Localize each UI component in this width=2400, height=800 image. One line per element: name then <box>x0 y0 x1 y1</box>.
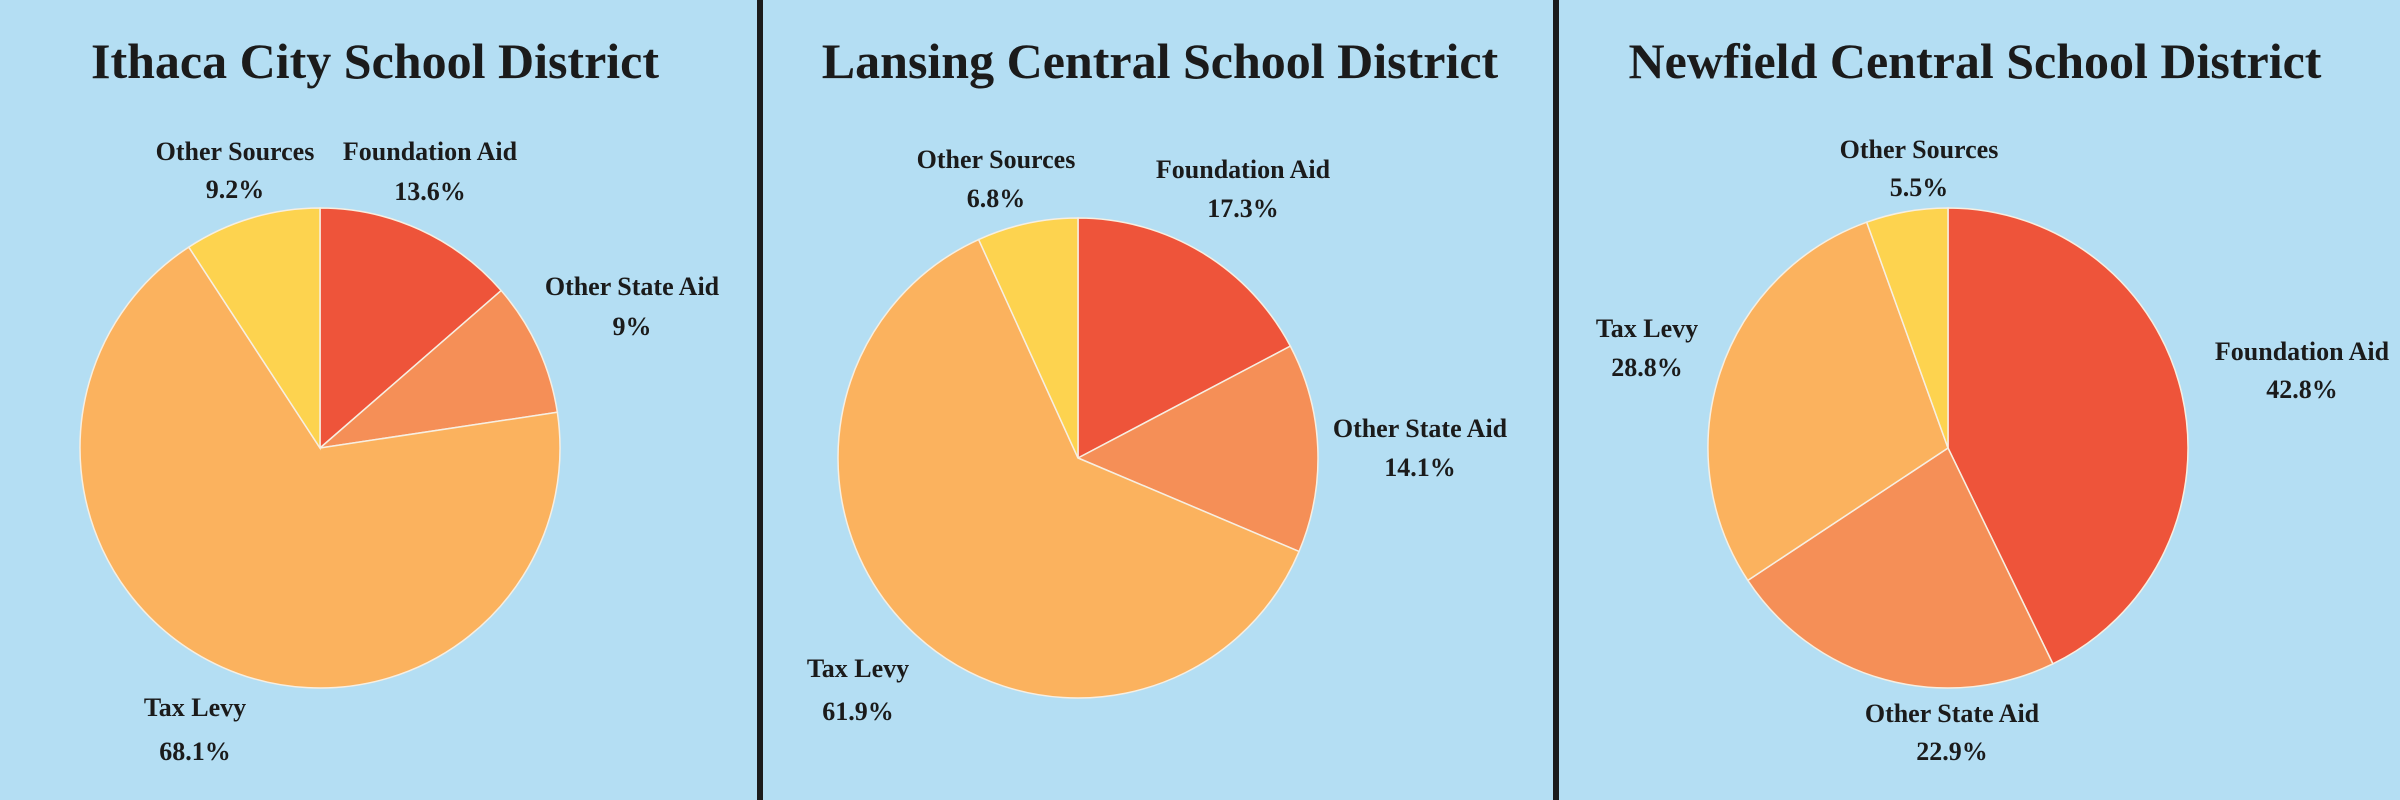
slice-label: Tax Levy <box>144 693 246 722</box>
slice-value: 68.1% <box>159 737 231 766</box>
label-tax-levy: Tax Levy 28.8% <box>1596 314 1698 382</box>
chart-lansing: Lansing Central School District Foundati… <box>807 33 1508 726</box>
pie-slice-tax-levy <box>1707 221 1949 582</box>
pie-slice-other-sources <box>187 207 321 451</box>
slice-label: Other State Aid <box>1333 414 1508 443</box>
slice-label: Foundation Aid <box>343 137 518 166</box>
slice-value: 14.1% <box>1384 453 1456 482</box>
chart-title: Newfield Central School District <box>1629 33 2322 89</box>
slice-label: Other Sources <box>156 137 315 166</box>
chart-title: Lansing Central School District <box>822 33 1499 89</box>
slice-value: 17.3% <box>1207 194 1279 223</box>
slice-label: Other Sources <box>917 145 1076 174</box>
pie-slices <box>1707 207 2189 689</box>
label-tax-levy: Tax Levy 61.9% <box>807 654 909 726</box>
slice-value: 22.9% <box>1916 737 1988 766</box>
pie-slice-foundation-aid <box>1947 207 2189 665</box>
pie-slice-other-sources <box>977 217 1079 459</box>
pie-slice-other-state-aid <box>1076 345 1319 553</box>
slice-value: 13.6% <box>394 177 466 206</box>
label-other-state-aid: Other State Aid 14.1% <box>1333 414 1508 482</box>
pie-slice-tax-levy <box>837 238 1301 699</box>
panel-divider <box>757 0 763 800</box>
label-other-sources: Other Sources 6.8% <box>917 145 1076 213</box>
slice-label: Tax Levy <box>807 654 909 683</box>
pie-slice-tax-levy <box>79 246 561 689</box>
pie-slices <box>79 207 561 689</box>
pie-slice-other-sources <box>1865 207 1949 449</box>
pie-slice-other-state-aid <box>317 289 559 450</box>
slice-value: 9.2% <box>206 175 265 204</box>
pie-slice-foundation-aid <box>1077 217 1292 460</box>
slice-value: 5.5% <box>1890 173 1949 202</box>
pie-slice-other-state-aid <box>1746 446 2054 689</box>
slice-label: Other Sources <box>1840 135 1999 164</box>
slice-value: 42.8% <box>2266 375 2338 404</box>
label-other-state-aid: Other State Aid 9% <box>545 272 720 341</box>
pie-slice-foundation-aid <box>319 207 503 450</box>
panel-divider <box>1553 0 1559 800</box>
slice-value: 28.8% <box>1611 353 1683 382</box>
slice-label: Tax Levy <box>1596 314 1698 343</box>
label-other-sources: Other Sources 9.2% <box>156 137 315 204</box>
label-foundation-aid: Foundation Aid 13.6% <box>343 137 518 206</box>
chart-newfield: Newfield Central School District Foundat… <box>1596 33 2390 766</box>
label-foundation-aid: Foundation Aid 42.8% <box>2215 337 2390 404</box>
label-other-sources: Other Sources 5.5% <box>1840 135 1999 202</box>
chart-ithaca: Ithaca City School District Foundation A… <box>79 33 720 766</box>
slice-value: 6.8% <box>967 184 1026 213</box>
slice-label: Other State Aid <box>545 272 720 301</box>
slice-label: Foundation Aid <box>2215 337 2390 366</box>
label-tax-levy: Tax Levy 68.1% <box>144 693 246 766</box>
label-foundation-aid: Foundation Aid 17.3% <box>1156 155 1331 223</box>
pie-slices <box>837 217 1319 699</box>
label-other-state-aid: Other State Aid 22.9% <box>1865 699 2040 766</box>
chart-title: Ithaca City School District <box>91 33 659 89</box>
slice-label: Foundation Aid <box>1156 155 1331 184</box>
slice-value: 9% <box>613 312 652 341</box>
slice-value: 61.9% <box>822 697 894 726</box>
slice-label: Other State Aid <box>1865 699 2040 728</box>
